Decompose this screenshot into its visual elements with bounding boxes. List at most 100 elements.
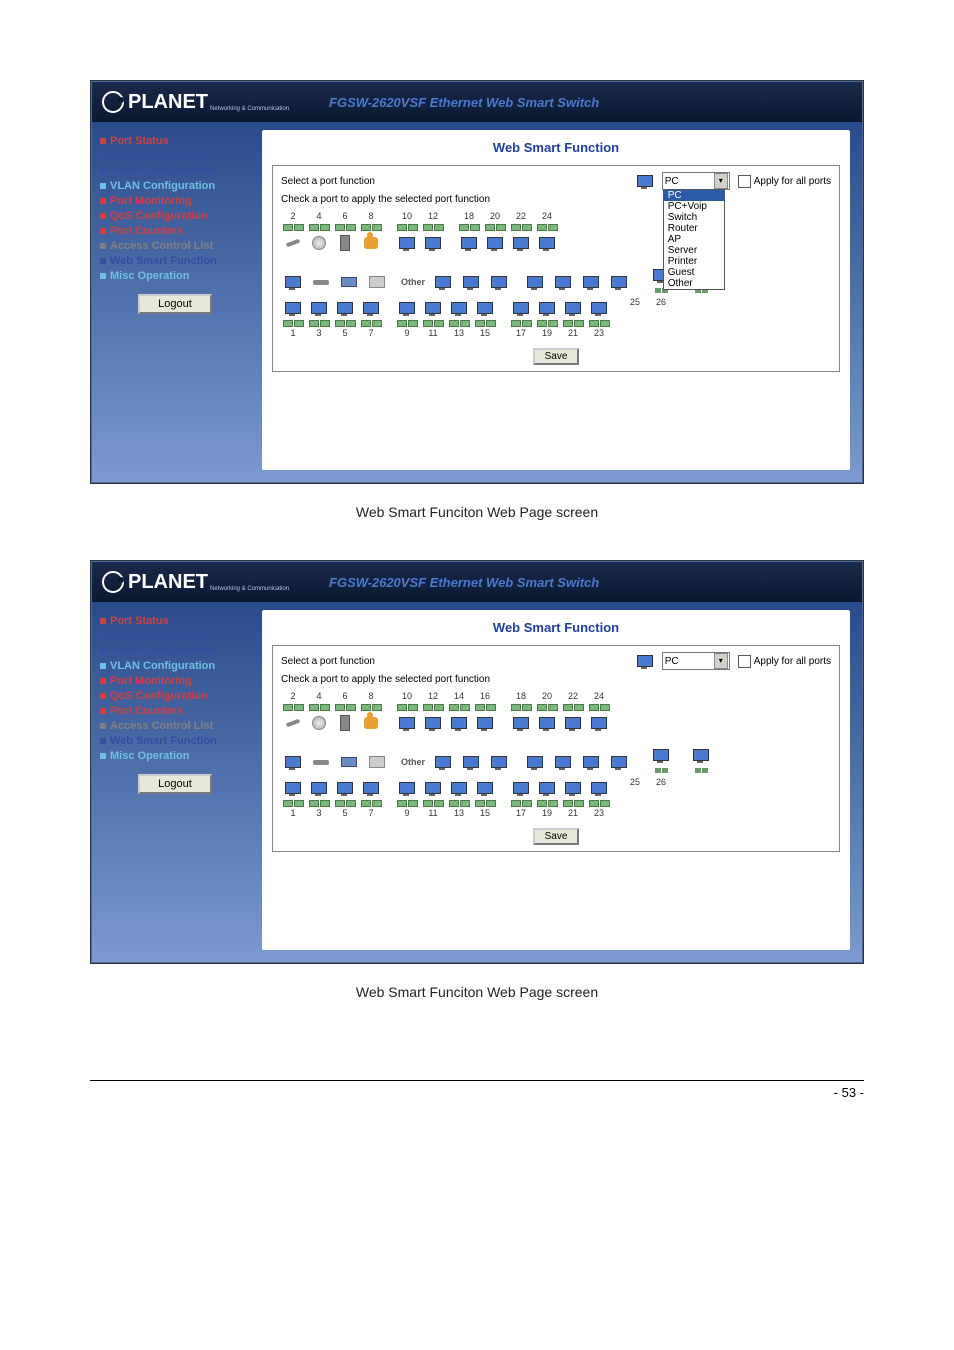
port-2[interactable]: 2	[281, 211, 305, 254]
logout-button[interactable]: Logout	[138, 294, 212, 314]
port-4[interactable]: 4	[307, 691, 331, 734]
dropdown-option[interactable]: PC	[664, 190, 724, 201]
port-13[interactable]: 13	[447, 777, 471, 820]
pc-icon[interactable]	[649, 744, 673, 766]
port-8[interactable]: 8	[359, 211, 383, 254]
port-type-icon[interactable]	[361, 779, 381, 797]
port-9[interactable]: 9	[395, 777, 419, 820]
sidebar-item[interactable]: Port Counters	[100, 225, 250, 237]
pc-icon[interactable]	[579, 271, 603, 293]
port-type-icon[interactable]	[397, 234, 417, 252]
port-22[interactable]: 22	[561, 691, 585, 734]
router-icon[interactable]	[309, 751, 333, 773]
port-type-icon[interactable]	[335, 234, 355, 252]
dropdown-option[interactable]: Server	[664, 245, 724, 256]
port-type-icon[interactable]	[283, 779, 303, 797]
port-type-icon[interactable]	[449, 714, 469, 732]
pc-icon[interactable]	[281, 751, 305, 773]
port-type-icon[interactable]	[283, 714, 303, 732]
sidebar-item[interactable]: Port Status	[100, 135, 250, 147]
sidebar-item[interactable]: QoS Configuration	[100, 210, 250, 222]
port-13[interactable]: 13	[447, 297, 471, 340]
function-dropdown[interactable]: PC PCPC+VoipSwitchRouterAPServerPrinterG…	[662, 172, 730, 190]
sidebar-item[interactable]: Access Control List	[100, 240, 250, 252]
port-type-icon[interactable]	[563, 714, 583, 732]
dropdown-option[interactable]: AP	[664, 234, 724, 245]
sidebar-item[interactable]: VLAN Configuration	[100, 180, 250, 192]
port-type-icon[interactable]	[589, 299, 609, 317]
port-type-icon[interactable]	[309, 714, 329, 732]
dropdown-list[interactable]: PCPC+VoipSwitchRouterAPServerPrinterGues…	[663, 189, 725, 290]
port-5[interactable]: 5	[333, 297, 357, 340]
pc-icon[interactable]	[431, 271, 455, 293]
port-type-icon[interactable]	[511, 234, 531, 252]
port-6[interactable]: 6	[333, 211, 357, 254]
pc-icon[interactable]	[487, 751, 511, 773]
pc-icon[interactable]	[607, 271, 631, 293]
port-type-icon[interactable]	[397, 299, 417, 317]
port-5[interactable]: 5	[333, 777, 357, 820]
port-type-icon[interactable]	[475, 299, 495, 317]
sidebar-item[interactable]: Misc Operation	[100, 750, 250, 762]
port-11[interactable]: 11	[421, 777, 445, 820]
port-type-icon[interactable]	[361, 234, 381, 252]
apply-all-checkbox[interactable]: Apply for all ports	[738, 655, 831, 668]
function-dropdown[interactable]: PC	[662, 652, 730, 670]
switch-icon[interactable]	[337, 751, 361, 773]
port-type-icon[interactable]	[449, 299, 469, 317]
port-type-icon[interactable]	[309, 299, 329, 317]
sidebar-item[interactable]: Trunk Configuration	[100, 645, 250, 657]
sidebar-item[interactable]: Web Smart Function	[100, 735, 250, 747]
port-type-icon[interactable]	[283, 234, 303, 252]
port-6[interactable]: 6	[333, 691, 357, 734]
pc-icon[interactable]	[579, 751, 603, 773]
port-type-icon[interactable]	[335, 299, 355, 317]
dropdown-option[interactable]: Guest	[664, 267, 724, 278]
port-15[interactable]: 15	[473, 297, 497, 340]
port-type-icon[interactable]	[283, 299, 303, 317]
port-type-icon[interactable]	[511, 714, 531, 732]
port-type-icon[interactable]	[563, 779, 583, 797]
sidebar-item[interactable]: Port Monitoring	[100, 675, 250, 687]
dropdown-option[interactable]: Switch	[664, 212, 724, 223]
port-2[interactable]: 2	[281, 691, 305, 734]
port-24[interactable]: 24	[535, 211, 559, 254]
dropdown-option[interactable]: Router	[664, 223, 724, 234]
pc-icon[interactable]	[523, 751, 547, 773]
sidebar-item[interactable]: Port Configuration	[100, 630, 250, 642]
port-21[interactable]: 21	[561, 297, 585, 340]
port-17[interactable]: 17	[509, 777, 533, 820]
port-22[interactable]: 22	[509, 211, 533, 254]
port-type-icon[interactable]	[309, 234, 329, 252]
pc-icon[interactable]	[281, 271, 305, 293]
port-23[interactable]: 23	[587, 297, 611, 340]
printer-icon[interactable]	[365, 751, 389, 773]
port-15[interactable]: 15	[473, 777, 497, 820]
port-type-icon[interactable]	[309, 779, 329, 797]
pc-icon[interactable]	[551, 271, 575, 293]
port-1[interactable]: 1	[281, 777, 305, 820]
port-4[interactable]: 4	[307, 211, 331, 254]
port-type-icon[interactable]	[511, 779, 531, 797]
port-type-icon[interactable]	[361, 299, 381, 317]
sidebar-item[interactable]: Web Smart Function	[100, 255, 250, 267]
port-14[interactable]: 14	[447, 691, 471, 734]
pc-icon[interactable]	[459, 751, 483, 773]
port-19[interactable]: 19	[535, 777, 559, 820]
pc-icon[interactable]	[487, 271, 511, 293]
sidebar-item[interactable]: Trunk Configuration	[100, 165, 250, 177]
port-12[interactable]: 12	[421, 691, 445, 734]
port-type-icon[interactable]	[475, 779, 495, 797]
pc-icon[interactable]	[689, 744, 713, 766]
port-type-icon[interactable]	[537, 779, 557, 797]
sidebar-item[interactable]: Port Status	[100, 615, 250, 627]
sidebar-item[interactable]: Misc Operation	[100, 270, 250, 282]
port-type-icon[interactable]	[423, 714, 443, 732]
sidebar-item[interactable]: Port Configuration	[100, 150, 250, 162]
port-type-icon[interactable]	[589, 779, 609, 797]
port-type-icon[interactable]	[335, 779, 355, 797]
sidebar-item[interactable]: Port Monitoring	[100, 195, 250, 207]
port-24[interactable]: 24	[587, 691, 611, 734]
pc-icon[interactable]	[607, 751, 631, 773]
combo-port[interactable]	[683, 744, 719, 773]
